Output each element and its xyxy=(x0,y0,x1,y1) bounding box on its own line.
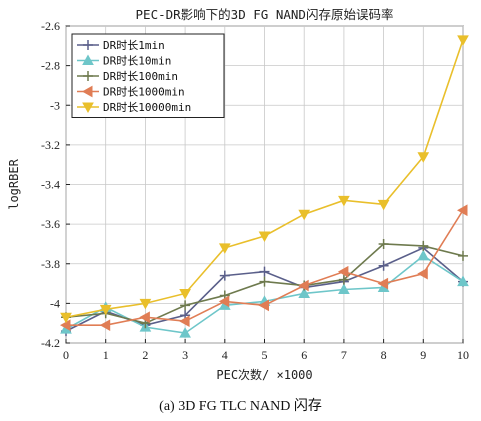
data-point xyxy=(338,283,350,295)
data-point xyxy=(179,288,191,300)
x-tick-label: 6 xyxy=(301,348,307,362)
y-tick-label: -3 xyxy=(50,98,60,112)
y-tick-label: -3.2 xyxy=(41,138,60,152)
data-point xyxy=(218,295,230,308)
x-tick-label: 1 xyxy=(103,348,109,362)
rber-line-chart: PEC-DR影响下的3D FG NAND闪存原始误码率 0 1 2 3 4 5 6 7 8 9 10… xyxy=(7,7,469,382)
legend-item: DR时长10000min xyxy=(77,101,191,114)
legend-item: DR时长10min xyxy=(77,54,171,68)
x-tick-label: 0 xyxy=(63,348,69,362)
data-point xyxy=(456,204,468,217)
legend-item: DR时长1000min xyxy=(77,86,185,99)
series-4 xyxy=(59,204,468,332)
y-tick-label: -2.6 xyxy=(41,19,60,33)
y-tick-label: -3.8 xyxy=(41,257,60,271)
data-point xyxy=(338,274,349,285)
data-point xyxy=(457,275,469,287)
x-tick-label: 3 xyxy=(182,348,188,362)
data-point xyxy=(417,267,428,280)
x-tick-label: 8 xyxy=(381,348,387,362)
y-tick-label: -2.8 xyxy=(41,59,60,73)
data-point xyxy=(219,270,230,281)
legend: DR时长1min DR时长10min DR时长100min DR时长1000min DR… xyxy=(71,33,225,118)
data-point xyxy=(378,238,389,249)
y-axis-label: logRBER xyxy=(7,158,21,209)
chart-title: PEC-DR影响下的3D FG NAND闪存原始误码率 xyxy=(136,7,394,22)
data-point xyxy=(218,243,231,254)
legend-marker xyxy=(81,85,93,98)
x-tick-label: 2 xyxy=(142,348,148,362)
data-point xyxy=(417,249,430,261)
data-point xyxy=(60,312,72,324)
data-point xyxy=(180,300,191,311)
data-point xyxy=(338,195,350,207)
data-point xyxy=(139,298,152,310)
data-point xyxy=(377,199,390,211)
data-point xyxy=(59,319,71,332)
legend-label: DR时长100min xyxy=(103,70,178,83)
data-point xyxy=(377,277,389,290)
data-point xyxy=(259,276,270,287)
data-point xyxy=(418,240,429,251)
legend-item: DR时长100min xyxy=(77,70,178,83)
data-point xyxy=(298,287,311,298)
data-point xyxy=(179,327,191,338)
y-tick-label: -4 xyxy=(50,296,60,310)
data-point xyxy=(417,152,430,163)
legend-item: DR时长1min xyxy=(77,39,165,52)
y-tick-label: -3.6 xyxy=(41,217,60,231)
legend-marker xyxy=(82,54,94,65)
axis-ticks: 0 1 2 3 4 5 6 7 8 9 10 -4.2 -4 -3.8 -3.6 -3.4 -3.2 -3 -2.8… xyxy=(41,19,469,362)
legend-marker xyxy=(83,71,93,81)
data-point xyxy=(298,209,311,221)
data-point xyxy=(258,299,269,312)
legend-marker xyxy=(83,40,93,50)
data-point xyxy=(139,311,150,324)
y-tick-label: -3.4 xyxy=(41,178,60,192)
x-axis-label: PEC次数/ ×1000 xyxy=(216,367,312,382)
figure-caption: (a) 3D FG TLC NAND 闪存 xyxy=(159,399,322,414)
data-point xyxy=(99,304,112,316)
series-layer xyxy=(59,35,469,338)
data-point xyxy=(259,266,270,277)
data-point xyxy=(337,265,349,278)
x-tick-label: 10 xyxy=(457,348,469,362)
data-point xyxy=(378,260,389,271)
legend-label: DR时长1000min xyxy=(103,86,185,99)
x-tick-label: 5 xyxy=(262,348,268,362)
y-tick-label: -4.2 xyxy=(41,336,60,350)
data-point xyxy=(179,315,190,328)
data-point xyxy=(258,231,271,243)
legend-label: DR时长10min xyxy=(103,55,171,68)
data-point xyxy=(298,279,309,292)
data-point xyxy=(99,319,111,332)
legend-label: DR时长10000min xyxy=(103,101,191,114)
legend-marker xyxy=(82,102,94,114)
x-tick-label: 7 xyxy=(341,348,347,362)
legend-label: DR时长1min xyxy=(103,39,165,52)
x-tick-label: 4 xyxy=(222,348,228,362)
data-point xyxy=(458,250,468,261)
series-5 xyxy=(60,35,469,324)
x-tick-label: 9 xyxy=(420,348,426,362)
data-point xyxy=(457,35,469,46)
